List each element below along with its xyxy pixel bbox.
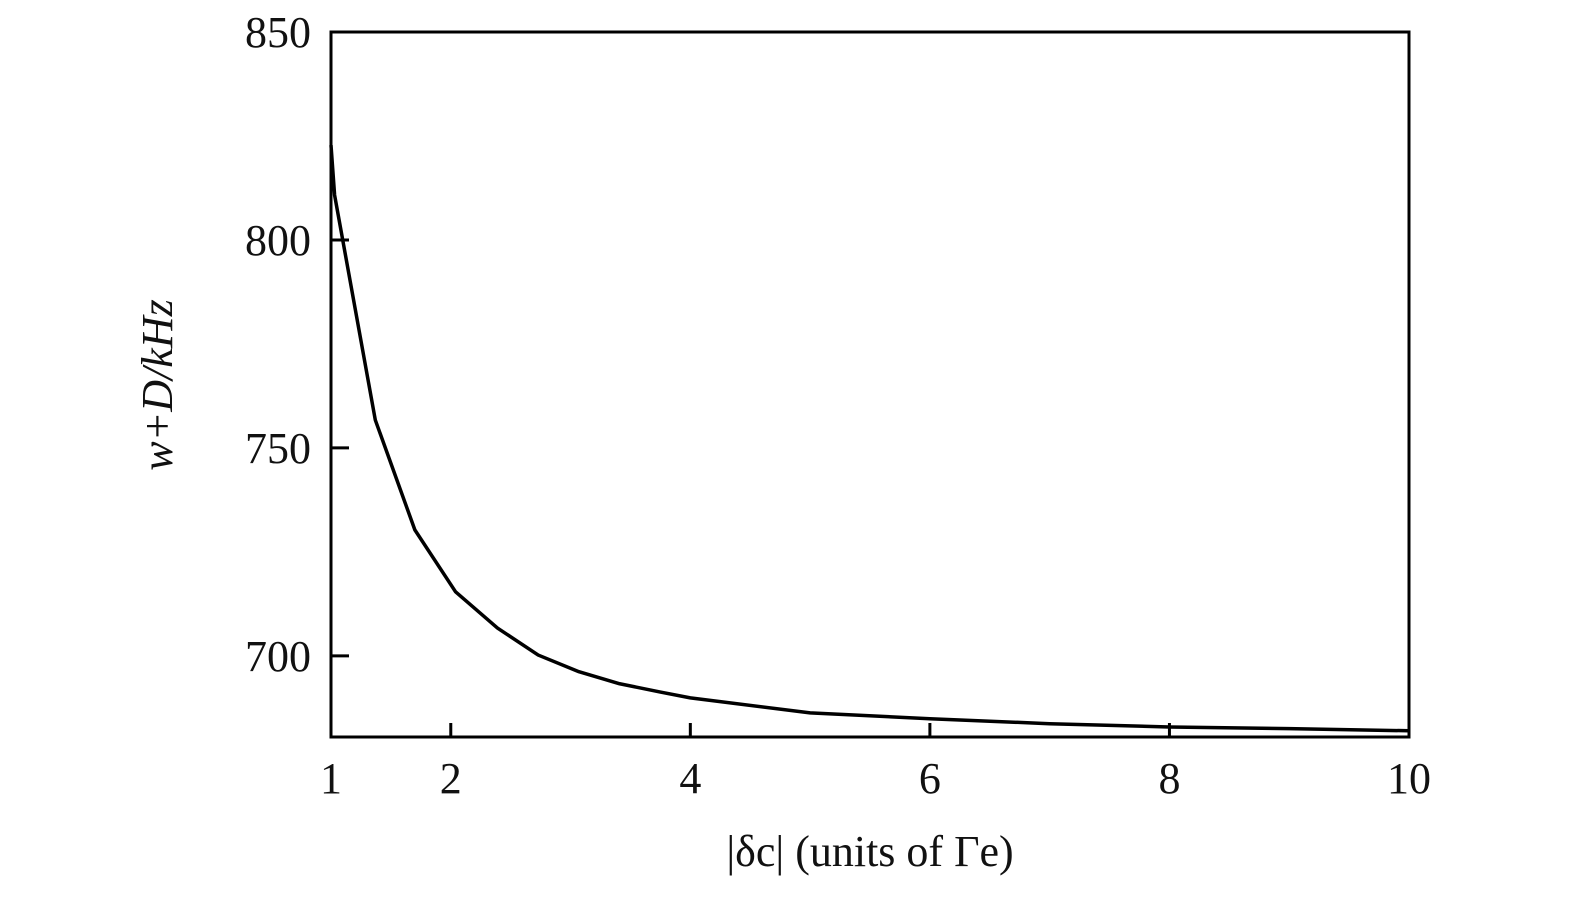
x-tick-label: 2 <box>440 754 462 803</box>
x-tick-label: 6 <box>919 754 941 803</box>
y-tick-label: 850 <box>245 8 311 57</box>
y-tick-label: 700 <box>245 632 311 681</box>
x-tick-label: 10 <box>1387 754 1431 803</box>
y-tick-label: 750 <box>245 424 311 473</box>
line-series <box>329 145 1410 733</box>
y-tick-label: 800 <box>245 216 311 265</box>
x-tick-label: 4 <box>679 754 701 803</box>
plot-frame <box>329 30 1411 739</box>
x-axis-label: |δc| (units of Γe) <box>726 827 1013 876</box>
x-tick-label: 8 <box>1158 754 1180 803</box>
y-axis-label: w+D/kHz <box>133 299 182 470</box>
x-tick-label: 1 <box>320 754 342 803</box>
